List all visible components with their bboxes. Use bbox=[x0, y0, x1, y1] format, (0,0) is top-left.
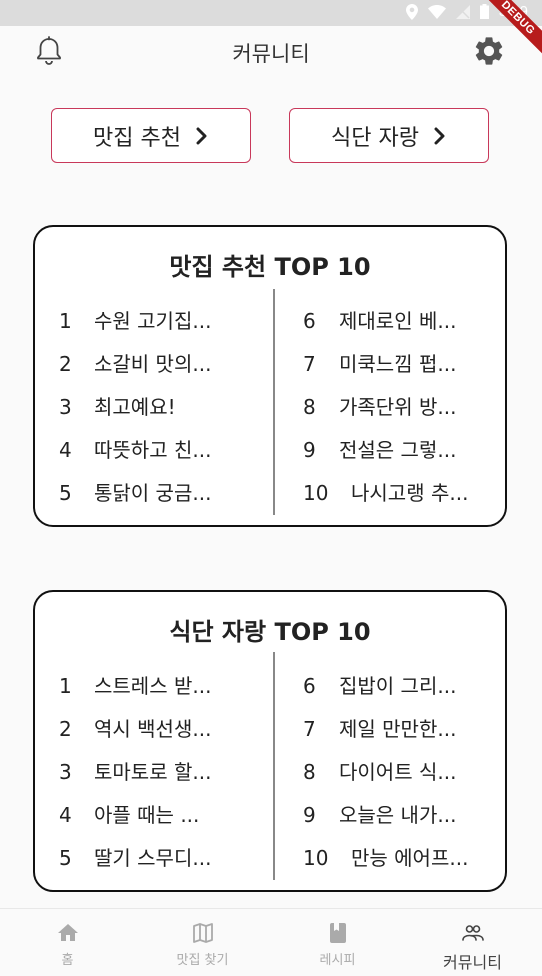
list-item[interactable]: 8 가족단위 방... bbox=[303, 395, 457, 419]
wifi-icon bbox=[427, 4, 446, 19]
nav-item-find-restaurant[interactable]: 맛집 찾기 bbox=[135, 909, 270, 976]
list-item[interactable]: 10 나시고랭 추... bbox=[303, 481, 469, 505]
list-item[interactable]: 4 아플 때는 ... bbox=[59, 803, 200, 827]
page-title: 커뮤니티 bbox=[232, 42, 310, 66]
column-divider bbox=[273, 289, 275, 515]
location-icon bbox=[405, 3, 418, 20]
nav-label-find-restaurant: 맛집 찾기 bbox=[176, 953, 229, 968]
nav-label-home: 홈 bbox=[61, 953, 74, 968]
chevron-right-icon bbox=[196, 127, 207, 144]
nav-item-community[interactable]: 커뮤니티 bbox=[405, 909, 540, 976]
restaurant-top10-card: 맛집 추천 TOP 10 1 수원 고기집... 2 소갈비 맛의... 3 최고예요… bbox=[33, 225, 507, 527]
list-item[interactable]: 1 수원 고기집... bbox=[59, 309, 212, 333]
home-icon bbox=[57, 924, 78, 941]
diet-top10-title: 식단 자랑 TOP 10 bbox=[169, 618, 371, 646]
diet-top10-card: 식단 자랑 TOP 10 1 스트레스 받... 2 역시 백선생... 3 토마토로… bbox=[33, 590, 507, 892]
people-icon bbox=[461, 925, 484, 941]
chevron-right-icon bbox=[434, 127, 445, 144]
list-item[interactable]: 6 집밥이 그리... bbox=[303, 674, 457, 698]
restaurant-recommend-button[interactable]: 맛집 추천 bbox=[51, 108, 251, 163]
nav-item-recipe[interactable]: 레시피 bbox=[270, 909, 405, 976]
map-icon bbox=[192, 923, 213, 943]
no-signal-icon bbox=[455, 4, 470, 19]
restaurant-recommend-label: 맛집 추천 bbox=[93, 125, 181, 151]
list-item[interactable]: 7 미쿡느낌 펍... bbox=[303, 352, 457, 376]
list-item[interactable]: 7 제일 만만한... bbox=[303, 717, 457, 741]
list-item[interactable]: 4 따뜻하고 친... bbox=[59, 438, 212, 462]
list-item[interactable]: 9 전설은 그렇... bbox=[303, 438, 457, 462]
list-item[interactable]: 5 통닭이 궁금... bbox=[59, 481, 212, 505]
list-item[interactable]: 10 만능 에어프... bbox=[303, 846, 469, 870]
bell-icon[interactable] bbox=[32, 34, 66, 68]
list-item[interactable]: 2 역시 백선생... bbox=[59, 717, 212, 741]
bottom-nav: 홈 맛집 찾기 레시피 커뮤니티 bbox=[0, 908, 542, 976]
list-item[interactable]: 5 딸기 스무디... bbox=[59, 846, 212, 870]
list-item[interactable]: 6 제대로인 베... bbox=[303, 309, 457, 333]
battery-icon bbox=[479, 4, 489, 19]
book-icon bbox=[329, 923, 346, 943]
list-item[interactable]: 9 오늘은 내가... bbox=[303, 803, 457, 827]
list-item[interactable]: 1 스트레스 받... bbox=[59, 674, 212, 698]
list-item[interactable]: 8 다이어트 식... bbox=[303, 760, 457, 784]
list-item[interactable]: 3 최고예요! bbox=[59, 395, 176, 419]
status-bar: 3:49 DEBUG bbox=[0, 0, 542, 60]
diet-show-off-label: 식단 자랑 bbox=[331, 125, 419, 151]
nav-label-recipe: 레시피 bbox=[319, 953, 356, 968]
diet-show-off-button[interactable]: 식단 자랑 bbox=[289, 108, 489, 163]
gear-icon[interactable] bbox=[472, 34, 506, 68]
list-item[interactable]: 2 소갈비 맛의... bbox=[59, 352, 212, 376]
nav-label-community: 커뮤니티 bbox=[443, 953, 502, 972]
nav-item-home[interactable]: 홈 bbox=[0, 909, 135, 976]
list-item[interactable]: 3 토마토로 할... bbox=[59, 760, 212, 784]
app-bar: 커뮤니티 bbox=[0, 26, 542, 78]
restaurant-top10-title: 맛집 추천 TOP 10 bbox=[169, 253, 371, 281]
column-divider bbox=[273, 652, 275, 880]
